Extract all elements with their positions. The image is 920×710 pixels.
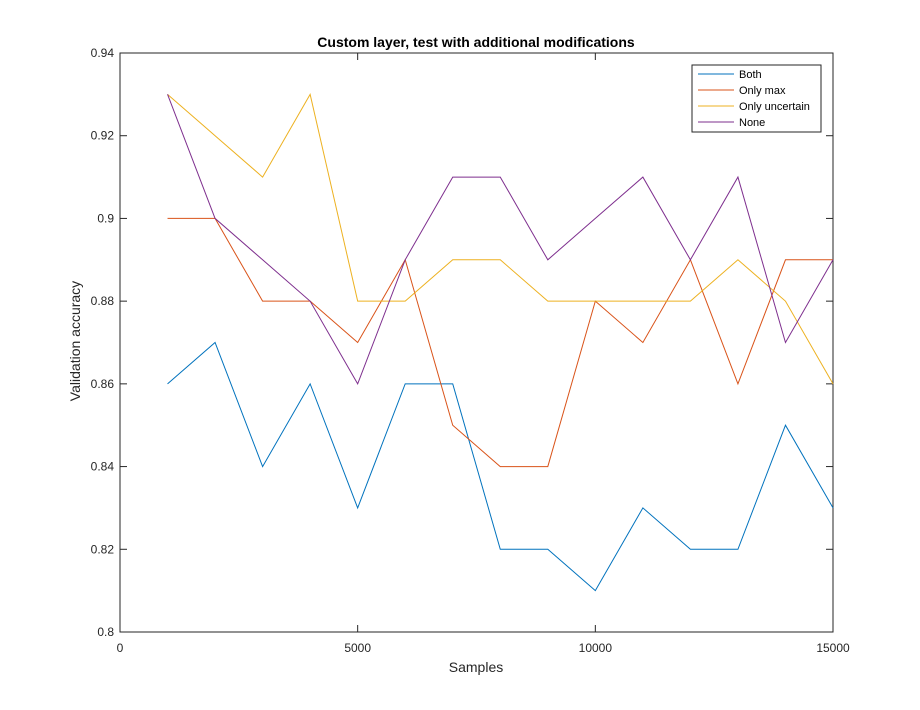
legend-label-both: Both [739,69,762,81]
y-axis: 0.8 0.82 0.84 0.86 0.88 0.9 0.92 0.94 [91,46,833,639]
y-tick-label: 0.86 [91,377,115,391]
series-line-only-uncertain [167,93,834,385]
x-axis: 0 5000 10000 15000 [117,53,850,655]
y-axis-label: Validation accuracy [67,281,83,401]
series-line-only-max [167,217,833,468]
y-tick-label: 0.82 [91,542,115,556]
legend-label-only-max: Only max [739,85,786,97]
chart-title: Custom layer, test with additional modif… [317,34,635,50]
y-tick-label: 0.8 [97,625,114,639]
x-tick-label: 15000 [816,641,850,655]
axes-box [119,52,834,633]
plot-area [119,52,834,633]
series-line-none [167,94,834,386]
x-tick-label: 5000 [344,641,371,655]
x-axis-label: Samples [449,659,503,675]
x-tick-label: 10000 [579,641,613,655]
y-tick-label: 0.92 [91,129,115,143]
y-tick-label: 0.88 [91,294,115,308]
x-tick-label: 0 [117,641,124,655]
legend-box [691,64,822,133]
y-tick-label: 0.84 [91,460,115,474]
y-tick-label: 0.9 [97,211,114,225]
y-tick-label: 0.94 [91,46,115,60]
legend-label-none: None [739,117,765,129]
series-lines [167,93,834,592]
legend: Both Only max Only uncertain None [691,64,822,133]
legend-label-only-uncertain: Only uncertain [739,101,810,113]
series-line-both [167,341,834,592]
